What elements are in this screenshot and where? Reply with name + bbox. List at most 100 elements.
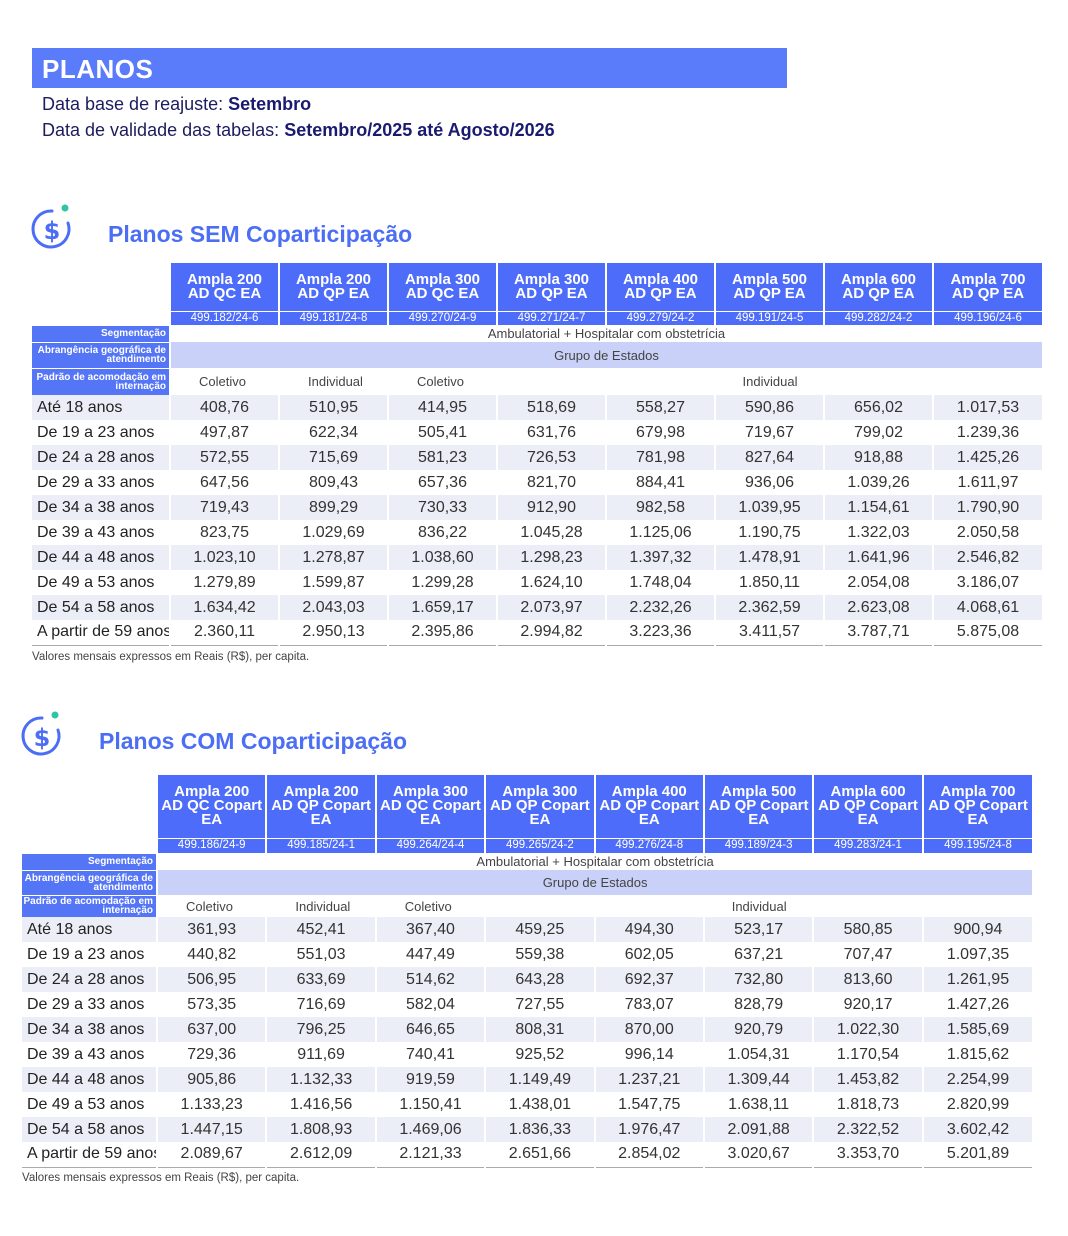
price: 657,36 bbox=[387, 470, 497, 495]
price: 827,64 bbox=[714, 445, 824, 470]
price: 920,17 bbox=[812, 992, 923, 1017]
price: 2.054,08 bbox=[823, 570, 933, 595]
price: 1.261,95 bbox=[921, 967, 1033, 992]
plan-code-row: 499.186/24-9 499.185/24-1 499.264/24-4 499.… bbox=[22, 837, 1033, 853]
price-row: De 39 a 43 anos 823,75 1.029,69 836,22 1.045… bbox=[32, 520, 1042, 545]
price: 5.875,08 bbox=[932, 620, 1042, 646]
plan-code: 499.196/24-6 bbox=[932, 310, 1042, 325]
price: 1.547,75 bbox=[593, 1092, 704, 1117]
price: 1.170,54 bbox=[812, 1042, 923, 1067]
price: 1.150,41 bbox=[374, 1092, 486, 1117]
price: 2.050,58 bbox=[932, 520, 1042, 545]
plan-code-row: 499.182/24-6 499.181/24-8 499.270/24-9 499.… bbox=[32, 310, 1042, 325]
row-label: Padrão de acomodação em internação bbox=[32, 367, 170, 395]
value: Setembro bbox=[228, 94, 312, 114]
age-range: De 34 a 38 anos bbox=[32, 495, 170, 520]
price: 919,59 bbox=[374, 1067, 486, 1092]
price: 2.623,08 bbox=[823, 595, 933, 620]
price: 679,98 bbox=[605, 420, 715, 445]
price: 783,07 bbox=[593, 992, 704, 1017]
price: 2.820,99 bbox=[921, 1092, 1033, 1117]
accommodation: Individual bbox=[278, 368, 388, 395]
row-label: Segmentação bbox=[32, 324, 170, 342]
price: 1.438,01 bbox=[484, 1092, 595, 1117]
label: Data de validade das tabelas: bbox=[42, 120, 280, 140]
plan-name: Ampla 700 bbox=[950, 270, 1026, 288]
price: 2.232,26 bbox=[605, 595, 715, 620]
plan-header-row: Ampla 200 AD QC EA Ampla 200 AD QP EA Ampla … bbox=[32, 263, 1042, 311]
svg-text:$: $ bbox=[44, 217, 61, 245]
price: 1.641,96 bbox=[823, 545, 933, 570]
price: 911,69 bbox=[265, 1042, 376, 1067]
price: 497,87 bbox=[169, 420, 279, 445]
plan-variant: AD QP Copart EA bbox=[708, 797, 809, 829]
price: 729,36 bbox=[155, 1042, 267, 1067]
age-range: De 19 a 23 anos bbox=[27, 945, 145, 963]
plan-name-cell: Ampla 700 AD QP EA bbox=[932, 263, 1042, 311]
age-range: De 49 a 53 anos bbox=[37, 573, 155, 591]
price: 559,38 bbox=[484, 942, 595, 967]
price: 3.186,07 bbox=[932, 570, 1042, 595]
plan-variant: AD QP Copart EA bbox=[928, 797, 1028, 829]
price: 2.254,99 bbox=[921, 1067, 1033, 1092]
price: 1.836,33 bbox=[484, 1117, 595, 1142]
price-row: De 54 a 58 anos 1.634,42 2.043,03 1.659,17 2… bbox=[32, 595, 1042, 620]
price: 1.309,44 bbox=[702, 1067, 814, 1092]
plan-name-cell: Ampla 600 AD QP EA bbox=[823, 263, 933, 311]
price: 936,06 bbox=[714, 470, 824, 495]
price: 828,79 bbox=[702, 992, 814, 1017]
price: 637,00 bbox=[155, 1017, 267, 1042]
price: 1.815,62 bbox=[921, 1042, 1033, 1067]
age-range: De 54 a 58 anos bbox=[32, 595, 170, 620]
plan-name: Ampla 600 bbox=[840, 270, 917, 288]
price: 918,88 bbox=[823, 445, 933, 470]
price: 884,41 bbox=[605, 470, 715, 495]
plan-name: Ampla 600 bbox=[830, 783, 906, 801]
price: 732,80 bbox=[702, 967, 814, 992]
price: 647,56 bbox=[169, 470, 279, 495]
price: 518,69 bbox=[496, 395, 606, 420]
price: 1.585,69 bbox=[921, 1017, 1033, 1042]
plan-name-cell: Ampla 200 AD QP EA bbox=[278, 263, 388, 311]
price: 367,40 bbox=[374, 917, 486, 942]
price: 2.950,13 bbox=[278, 620, 388, 646]
price: 1.599,87 bbox=[278, 570, 388, 595]
price: 414,95 bbox=[387, 395, 497, 420]
price-row: De 54 a 58 anos 1.447,15 1.808,93 1.469,06 1… bbox=[22, 1117, 1033, 1142]
price-row: De 49 a 53 anos 1.279,89 1.599,87 1.299,28 1… bbox=[32, 570, 1042, 595]
value: Setembro/2025 até Agosto/2026 bbox=[284, 120, 555, 140]
plan-code: 499.191/24-5 bbox=[714, 310, 824, 325]
price-row: De 29 a 33 anos 573,35 716,69 582,04 727,55 7… bbox=[22, 992, 1033, 1017]
accommodation: Individual bbox=[496, 368, 1042, 395]
plan-variant: AD QC EA bbox=[187, 284, 262, 302]
plan-name-cell: Ampla 400 AD QP EA bbox=[605, 263, 715, 311]
price: 510,95 bbox=[278, 395, 388, 420]
price: 622,34 bbox=[278, 420, 388, 445]
price: 2.854,02 bbox=[593, 1142, 704, 1168]
price: 727,55 bbox=[484, 992, 595, 1017]
plan-name: Ampla 300 bbox=[513, 270, 590, 288]
blank-cell bbox=[32, 263, 170, 311]
price: 796,25 bbox=[265, 1017, 376, 1042]
price: 505,41 bbox=[387, 420, 497, 445]
plan-code: 499.271/24-7 bbox=[496, 310, 606, 325]
price: 1.453,82 bbox=[812, 1067, 923, 1092]
age-range: De 29 a 33 anos bbox=[37, 473, 155, 491]
price: 1.478,91 bbox=[714, 545, 824, 570]
price-table: Ampla 200 AD QC EA Ampla 200 AD QP EA Ampla … bbox=[32, 263, 1042, 646]
price: 719,67 bbox=[714, 420, 824, 445]
age-range: Até 18 anos bbox=[32, 395, 170, 420]
price: 1.279,89 bbox=[169, 570, 279, 595]
plan-name-cell: Ampla 200 AD QC Copart EA bbox=[155, 775, 267, 838]
price: 870,00 bbox=[593, 1017, 704, 1042]
price: 572,55 bbox=[169, 445, 279, 470]
price: 551,03 bbox=[265, 942, 376, 967]
coin-icon: $ bbox=[31, 204, 71, 249]
plan-variant: AD QC EA bbox=[405, 284, 480, 302]
coin-icon: $ bbox=[21, 711, 61, 756]
plan-code: 499.282/24-2 bbox=[823, 310, 933, 325]
segmentation: Ambulatorial + Hospitalar com obstetríci… bbox=[155, 853, 1033, 870]
price: 920,79 bbox=[702, 1017, 814, 1042]
price: 581,23 bbox=[387, 445, 497, 470]
plan-code: 499.265/24-2 bbox=[484, 837, 595, 853]
